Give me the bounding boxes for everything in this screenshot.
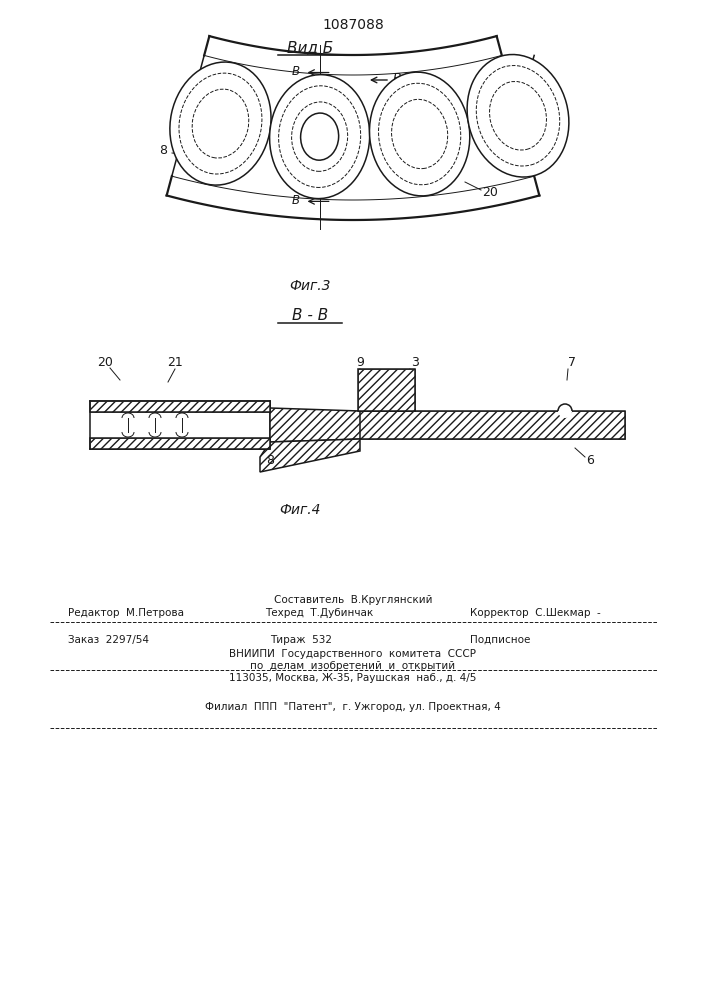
Text: 3: 3 <box>411 357 419 369</box>
Bar <box>90 401 270 412</box>
Text: Редактор  М.Петрова: Редактор М.Петрова <box>68 608 184 618</box>
Text: Фиг.3: Фиг.3 <box>289 279 331 293</box>
Text: 1087088: 1087088 <box>322 18 384 32</box>
Text: 8: 8 <box>159 143 167 156</box>
Text: В - В: В - В <box>292 308 328 324</box>
Ellipse shape <box>467 55 569 177</box>
Text: 8: 8 <box>266 454 274 466</box>
Text: по  делам  изобретений  и  открытий: по делам изобретений и открытий <box>250 661 455 671</box>
Text: 7: 7 <box>568 357 576 369</box>
Ellipse shape <box>170 62 271 185</box>
Bar <box>358 411 625 439</box>
Text: Техред  Т.Дубинчак: Техред Т.Дубинчак <box>265 608 373 618</box>
Ellipse shape <box>370 72 469 196</box>
Text: В: В <box>291 65 300 78</box>
Bar <box>358 369 415 411</box>
Text: Подписное: Подписное <box>470 635 530 645</box>
Bar <box>358 369 415 411</box>
Text: Фиг.4: Фиг.4 <box>279 503 321 517</box>
Text: 20: 20 <box>97 357 113 369</box>
Text: В: В <box>291 194 300 207</box>
Bar <box>90 438 270 449</box>
Text: Тираж  532: Тираж 532 <box>270 635 332 645</box>
Text: Заказ  2297/54: Заказ 2297/54 <box>68 635 149 645</box>
Ellipse shape <box>269 75 370 199</box>
Bar <box>90 438 270 449</box>
Text: Составитель  В.Круглянский: Составитель В.Круглянский <box>274 595 432 605</box>
Polygon shape <box>270 408 360 442</box>
Text: 6: 6 <box>586 454 594 466</box>
Text: 21: 21 <box>167 357 183 369</box>
Text: ВНИИПИ  Государственного  комитета  СССР: ВНИИПИ Государственного комитета СССР <box>230 649 477 659</box>
Text: 9: 9 <box>356 357 364 369</box>
Text: 20: 20 <box>403 72 419 85</box>
Text: 20: 20 <box>482 186 498 198</box>
Bar <box>90 401 270 412</box>
Text: Вид Б: Вид Б <box>287 40 333 55</box>
Text: Филиал  ППП  "Патент",  г. Ужгород, ул. Проектная, 4: Филиал ППП "Патент", г. Ужгород, ул. Про… <box>205 702 501 712</box>
Bar <box>358 411 625 439</box>
Polygon shape <box>260 439 360 472</box>
Ellipse shape <box>300 113 339 160</box>
Text: Корректор  С.Шекмар  -: Корректор С.Шекмар - <box>470 608 601 618</box>
Ellipse shape <box>558 404 572 418</box>
Text: В: В <box>393 72 402 85</box>
Text: 113035, Москва, Ж-35, Раушская  наб., д. 4/5: 113035, Москва, Ж-35, Раушская наб., д. … <box>229 673 477 683</box>
